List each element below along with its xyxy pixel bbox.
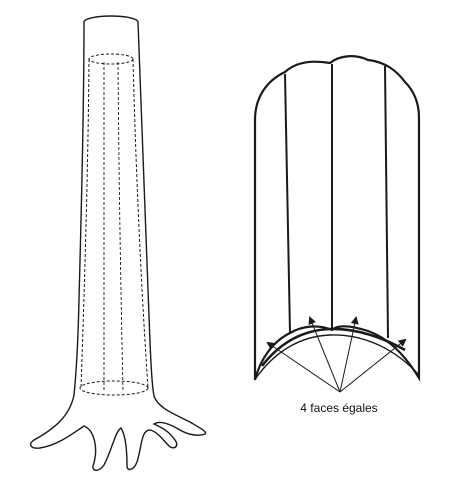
log-outer-outline	[253, 55, 421, 382]
tree-trunk-drawing	[29, 15, 207, 472]
cross-section-inner-arc	[260, 327, 406, 367]
inner-cylinder-right-edge	[132, 58, 149, 389]
trunk-outline	[29, 21, 207, 472]
face-arrow-4	[339, 338, 407, 393]
inner-cylinder-bottom-ellipse	[79, 380, 149, 396]
face-arrow-1	[266, 341, 341, 393]
cross-section-outer-arc	[255, 334, 419, 379]
face-arrow-2	[308, 316, 341, 393]
face-division-line-1	[284, 73, 291, 334]
four-faces-log-drawing	[253, 55, 421, 393]
inner-cylinder-left-edge	[80, 58, 90, 389]
face-division-line-3	[384, 65, 389, 339]
faces-caption: 4 faces égales	[300, 401, 378, 415]
inner-pith-line-right	[117, 61, 124, 393]
face-arrow-3	[339, 316, 359, 393]
